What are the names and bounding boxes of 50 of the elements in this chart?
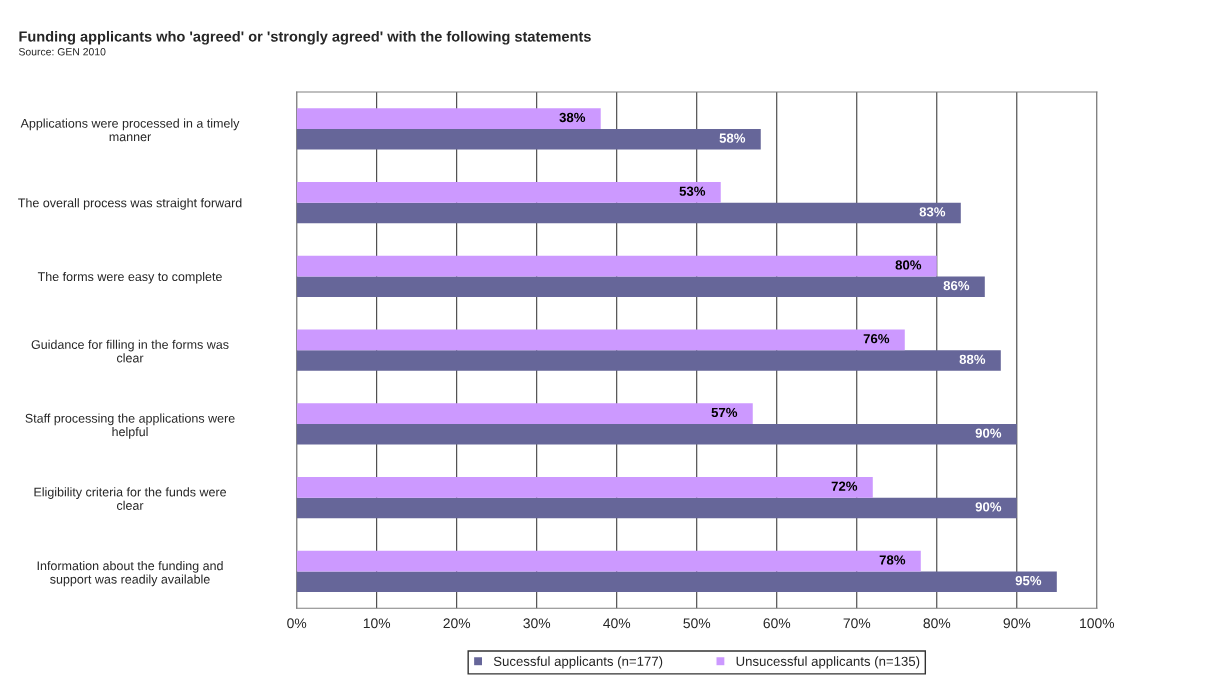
x-tick-label: 70%	[843, 618, 871, 629]
chart-title: Funding applicants who 'agreed' or 'strongly agreed' with the following statements	[19, 30, 591, 45]
data-label: 57%	[711, 407, 738, 418]
x-tick-label: 80%	[923, 618, 951, 629]
legend-label: Sucessful applicants (n=177)	[493, 656, 663, 669]
bar	[296, 477, 873, 498]
x-tick-label: 90%	[1003, 618, 1031, 629]
bar	[296, 571, 1057, 593]
data-label: 38%	[559, 112, 586, 123]
x-tick-label: 20%	[443, 618, 471, 629]
data-label: 58%	[719, 133, 746, 143]
bar	[296, 497, 1017, 519]
bar	[296, 423, 1017, 445]
data-label: 83%	[919, 207, 946, 217]
data-label: 78%	[879, 555, 906, 565]
data-label: 95%	[1015, 575, 1042, 586]
y-tick-label: Applications were processed in a timely manner	[20, 118, 240, 142]
bar	[296, 329, 905, 351]
x-tick-label: 10%	[363, 618, 391, 629]
data-label: 90%	[975, 502, 1002, 512]
data-label: 80%	[895, 260, 922, 270]
x-tick-label: 40%	[603, 618, 631, 629]
x-tick-label: 60%	[763, 618, 791, 629]
data-label: 88%	[959, 354, 986, 365]
data-label: 72%	[831, 481, 858, 491]
bar	[296, 202, 961, 224]
data-label: 86%	[943, 280, 970, 291]
x-tick-label: 0%	[287, 618, 307, 629]
data-label: 90%	[975, 428, 1002, 438]
y-tick-label: Guidance for filling in the forms was clear	[31, 339, 229, 363]
bar	[296, 182, 721, 203]
bar	[296, 276, 985, 298]
bar	[296, 550, 921, 572]
data-label: 76%	[863, 334, 890, 344]
y-tick-label: The overall process was straight forward	[18, 198, 242, 210]
x-tick-label: 100%	[1080, 618, 1115, 629]
bar	[296, 350, 1001, 371]
bar	[296, 255, 937, 277]
y-tick-label: Staff processing the applications were helpful	[25, 413, 235, 439]
x-tick-label: 50%	[683, 618, 711, 629]
bar	[296, 403, 753, 424]
data-label: 53%	[679, 186, 706, 196]
source-note: Source: GEN 2010	[18, 48, 106, 56]
y-tick-label: Eligibility criteria for the funds were clear	[34, 487, 227, 510]
bar	[296, 128, 761, 150]
x-tick-label: 30%	[523, 618, 551, 629]
bar	[296, 108, 601, 129]
legend-label: Unsucessful applicants (n=135)	[736, 656, 920, 669]
y-tick-label: The forms were easy to complete	[37, 271, 222, 284]
y-tick-label: Information about the funding and support was readily available	[37, 561, 223, 587]
